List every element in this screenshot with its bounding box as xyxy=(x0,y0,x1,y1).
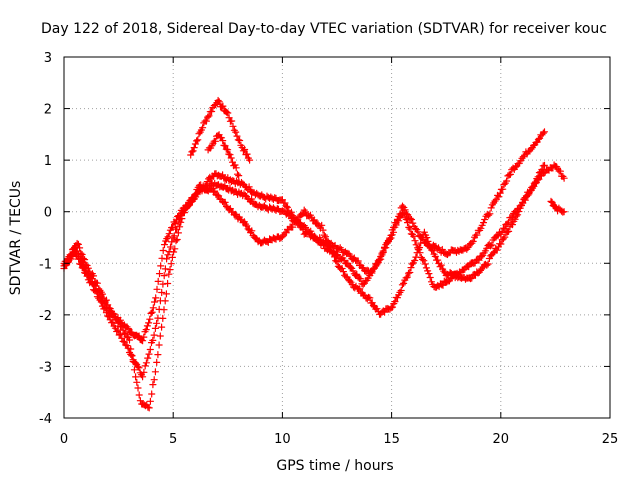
plus-markers xyxy=(60,128,549,345)
x-tick-label: 20 xyxy=(493,432,510,447)
x-tick-label: 25 xyxy=(602,432,619,447)
y-axis-label: SDTVAR / TECUs xyxy=(8,181,24,296)
plot-frame xyxy=(63,56,611,419)
data-series xyxy=(60,96,568,412)
y-tick-label: 0 xyxy=(44,206,52,221)
y-tick-label: 1 xyxy=(44,154,52,169)
series-track-4 xyxy=(187,96,254,164)
plus-markers xyxy=(60,161,549,412)
x-axis-label: GPS time / hours xyxy=(276,458,393,474)
chart-title: Day 122 of 2018, Sidereal Day-to-day VTE… xyxy=(41,21,607,37)
plus-markers xyxy=(60,161,568,381)
series-track-5 xyxy=(204,131,243,180)
series-track-3 xyxy=(60,161,549,412)
y-tick-label: -3 xyxy=(39,360,52,375)
plus-markers xyxy=(187,96,254,164)
series-track-6 xyxy=(547,197,568,216)
y-tick-label: 2 xyxy=(44,103,52,118)
y-tick-label: -1 xyxy=(39,257,52,272)
series-track-2 xyxy=(60,161,568,381)
y-tick-label: -2 xyxy=(39,309,52,324)
x-tick-label: 10 xyxy=(274,432,291,447)
plus-markers xyxy=(547,197,568,216)
series-track-1 xyxy=(60,128,549,345)
y-tick-label: 3 xyxy=(44,51,52,66)
x-tick-label: 5 xyxy=(169,432,177,447)
y-tick-label: -4 xyxy=(39,412,52,427)
x-tick-label: 0 xyxy=(60,432,68,447)
x-tick-label: 15 xyxy=(383,432,400,447)
plus-markers xyxy=(204,131,243,180)
